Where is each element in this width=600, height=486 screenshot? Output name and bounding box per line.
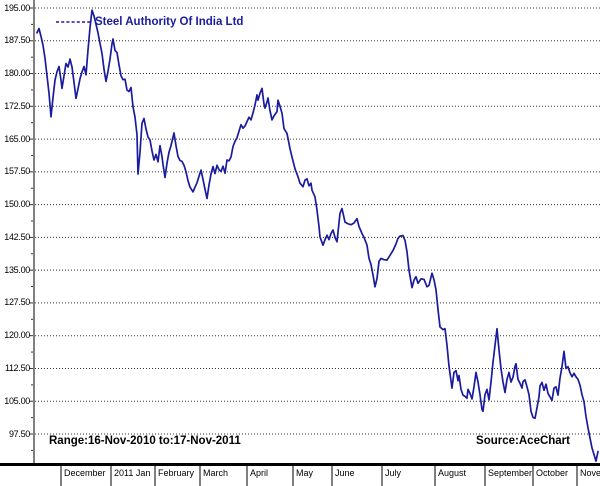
y-axis-tick-label: 135.00 — [4, 264, 30, 275]
y-axis-tick-label: 105.00 — [4, 395, 30, 406]
month-label: Novemb — [580, 468, 600, 478]
y-axis-tick-label: 172.50 — [4, 100, 30, 111]
month-label: December — [64, 468, 106, 478]
y-axis-tick-label: 142.50 — [4, 231, 30, 242]
legend-line-sample — [56, 21, 92, 23]
month-label: August — [438, 468, 467, 478]
y-axis-tick-label: 120.00 — [4, 330, 30, 341]
month-label: February — [158, 468, 195, 478]
y-axis-tick-label: 127.50 — [4, 297, 30, 308]
price-line — [36, 9, 599, 462]
y-axis-tick-label: 112.50 — [4, 362, 30, 373]
range-label: Range:16-Nov-2010 to:17-Nov-2011 — [49, 435, 241, 447]
month-label: June — [335, 468, 355, 478]
source-label: Source:AceChart — [476, 435, 570, 447]
month-label: 2011 Jan — [114, 468, 151, 478]
legend-series-label: Steel Authority Of India Ltd — [95, 16, 244, 28]
y-axis-tick-label: 150.00 — [4, 199, 30, 210]
y-axis-tick-label: 180.00 — [4, 68, 30, 79]
y-axis-tick-label: 157.50 — [4, 166, 30, 177]
month-label: July — [385, 468, 402, 478]
y-axis-tick-label: 187.50 — [4, 35, 30, 46]
month-label: April — [250, 468, 269, 478]
month-label: October — [536, 468, 569, 478]
month-label: March — [203, 468, 229, 478]
month-label: May — [296, 468, 314, 478]
chart-legend: Steel Authority Of India Ltd — [56, 16, 243, 28]
y-axis-tick-label: 195.00 — [4, 2, 30, 13]
y-axis-tick-label: 97.50 — [8, 428, 30, 439]
month-label: September — [488, 468, 533, 478]
y-axis-tick-label: 165.00 — [4, 133, 30, 144]
